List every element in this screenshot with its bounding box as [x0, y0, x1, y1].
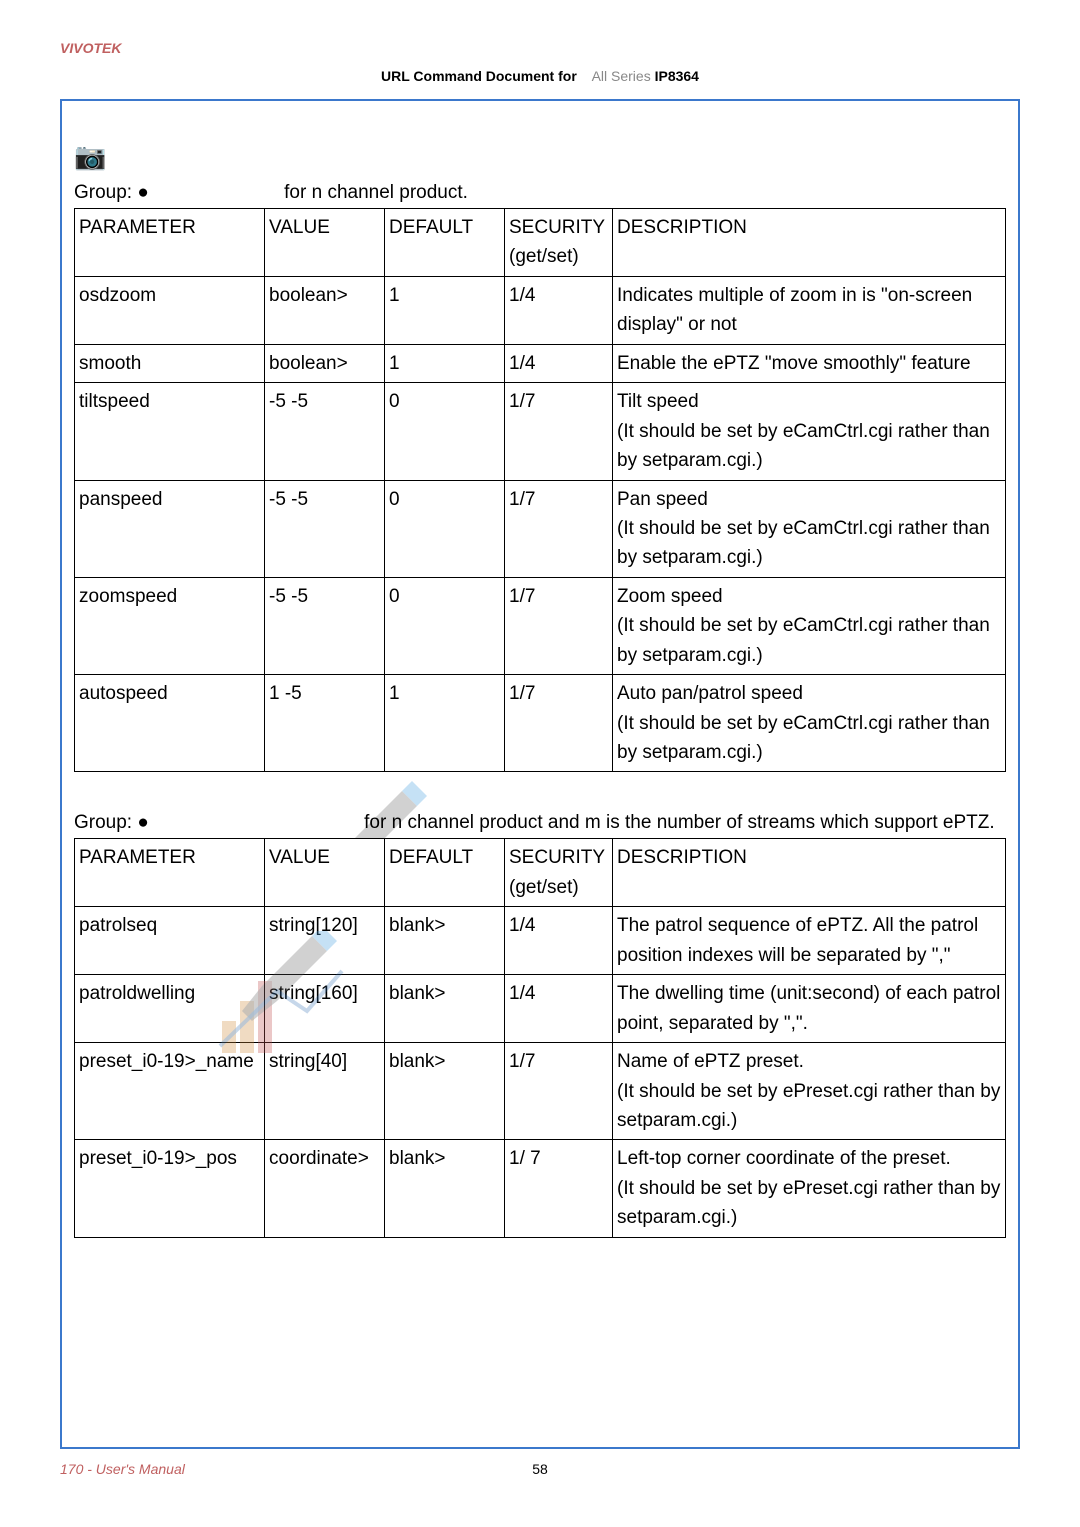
col-parameter: PARAMETER	[75, 209, 265, 277]
group-line-2: Group: ● for n channel product and m is …	[74, 812, 1006, 834]
footer-page-number: 58	[532, 1461, 548, 1477]
table-row: panspeed-5 -501/7Pan speed (It should be…	[75, 480, 1006, 577]
table-header-row: PARAMETER VALUE DEFAULT SECURITY (get/se…	[75, 209, 1006, 277]
cell-value: -5 -5	[265, 383, 385, 480]
cell-security: 1/4	[505, 907, 613, 975]
col-default: DEFAULT	[385, 209, 505, 277]
cell-value: 1 -5	[265, 675, 385, 772]
cell-param: smooth	[75, 344, 265, 382]
cell-value: boolean>	[265, 276, 385, 344]
cell-value: -5 -5	[265, 480, 385, 577]
table-row: smoothboolean>11/4Enable the ePTZ "move …	[75, 344, 1006, 382]
cell-param: preset_i0-19>_pos	[75, 1140, 265, 1237]
doc-title: URL Command Document for All Series IP83…	[60, 68, 1020, 84]
table-header-row: PARAMETER VALUE DEFAULT SECURITY (get/se…	[75, 839, 1006, 907]
col-security: SECURITY (get/set)	[505, 209, 613, 277]
table-2: PARAMETER VALUE DEFAULT SECURITY (get/se…	[74, 838, 1006, 1237]
cell-security: 1/7	[505, 480, 613, 577]
cell-default: 1	[385, 344, 505, 382]
cell-default: 0	[385, 383, 505, 480]
cell-default: blank>	[385, 1140, 505, 1237]
cell-default: 0	[385, 577, 505, 674]
col-description: DESCRIPTION	[613, 209, 1006, 277]
cell-default: blank>	[385, 975, 505, 1043]
cell-param: patrolseq	[75, 907, 265, 975]
col-security: SECURITY (get/set)	[505, 839, 613, 907]
cell-param: zoomspeed	[75, 577, 265, 674]
content-box: 📷 Group: ● for n channel product. PARAME…	[60, 99, 1020, 1449]
footer: 170 - User's Manual 58	[60, 1461, 1020, 1477]
cell-param: osdzoom	[75, 276, 265, 344]
cell-param: tiltspeed	[75, 383, 265, 480]
cell-security: 1/4	[505, 344, 613, 382]
table-row: patroldwellingstring[160]blank>1/4The dw…	[75, 975, 1006, 1043]
cell-security: 1/7	[505, 1043, 613, 1140]
cell-desc: Pan speed (It should be set by eCamCtrl.…	[613, 480, 1006, 577]
cell-value: string[40]	[265, 1043, 385, 1140]
cell-value: coordinate>	[265, 1140, 385, 1237]
table-row: autospeed1 -511/7Auto pan/patrol speed (…	[75, 675, 1006, 772]
brand-row: VIVOTEK	[60, 40, 1020, 58]
cell-desc: Auto pan/patrol speed (It should be set …	[613, 675, 1006, 772]
cell-security: 1/7	[505, 675, 613, 772]
camera-icon: 📷	[74, 141, 1006, 172]
cell-default: 1	[385, 675, 505, 772]
cell-value: string[120]	[265, 907, 385, 975]
cell-desc: Left-top corner coordinate of the preset…	[613, 1140, 1006, 1237]
cell-param: panspeed	[75, 480, 265, 577]
cell-desc: Indicates multiple of zoom in is "on-scr…	[613, 276, 1006, 344]
group-marker: ●	[137, 812, 148, 833]
table-row: zoomspeed-5 -501/7Zoom speed (It should …	[75, 577, 1006, 674]
cell-security: 1/7	[505, 383, 613, 480]
footer-left: 170 - User's Manual	[60, 1461, 185, 1477]
cell-value: boolean>	[265, 344, 385, 382]
doc-title-model: IP8364	[655, 68, 699, 84]
cell-value: string[160]	[265, 975, 385, 1043]
group-desc-2: for n channel product and m is the numbe…	[364, 812, 994, 833]
cell-security: 1/ 7	[505, 1140, 613, 1237]
group-desc: for n channel product.	[284, 182, 468, 203]
cell-param: autospeed	[75, 675, 265, 772]
col-parameter: PARAMETER	[75, 839, 265, 907]
table-row: preset_i0-19>_namestring[40]blank>1/7Nam…	[75, 1043, 1006, 1140]
group-marker: ●	[137, 182, 148, 203]
cell-desc: The dwelling time (unit:second) of each …	[613, 975, 1006, 1043]
group2-wrap: Group: ● for n channel product and m is …	[74, 812, 1006, 1237]
cell-default: 1	[385, 276, 505, 344]
cell-desc: Zoom speed (It should be set by eCamCtrl…	[613, 577, 1006, 674]
cell-security: 1/7	[505, 577, 613, 674]
brand-label: VIVOTEK	[60, 40, 121, 56]
cell-desc: Name of ePTZ preset. (It should be set b…	[613, 1043, 1006, 1140]
cell-security: 1/4	[505, 276, 613, 344]
group-label: Group:	[74, 812, 132, 833]
table-row: tiltspeed-5 -501/7Tilt speed (It should …	[75, 383, 1006, 480]
col-value: VALUE	[265, 209, 385, 277]
cell-desc: Tilt speed (It should be set by eCamCtrl…	[613, 383, 1006, 480]
cell-value: -5 -5	[265, 577, 385, 674]
cell-default: 0	[385, 480, 505, 577]
table-row: osdzoomboolean>11/4Indicates multiple of…	[75, 276, 1006, 344]
page: VIVOTEK URL Command Document for All Ser…	[0, 0, 1080, 1497]
group-line-1: Group: ● for n channel product.	[74, 182, 1006, 204]
cell-desc: The patrol sequence of ePTZ. All the pat…	[613, 907, 1006, 975]
cell-param: patroldwelling	[75, 975, 265, 1043]
col-default: DEFAULT	[385, 839, 505, 907]
table-row: patrolseqstring[120]blank>1/4The patrol …	[75, 907, 1006, 975]
doc-title-prefix: URL Command Document for	[381, 68, 577, 84]
cell-default: blank>	[385, 1043, 505, 1140]
table-row: preset_i0-19>_poscoordinate>blank>1/ 7Le…	[75, 1140, 1006, 1237]
cell-desc: Enable the ePTZ "move smoothly" feature	[613, 344, 1006, 382]
col-value: VALUE	[265, 839, 385, 907]
table-1: PARAMETER VALUE DEFAULT SECURITY (get/se…	[74, 208, 1006, 772]
cell-default: blank>	[385, 907, 505, 975]
cell-param: preset_i0-19>_name	[75, 1043, 265, 1140]
doc-title-series: All Series	[592, 68, 651, 84]
col-description: DESCRIPTION	[613, 839, 1006, 907]
cell-security: 1/4	[505, 975, 613, 1043]
group-label: Group:	[74, 182, 132, 203]
